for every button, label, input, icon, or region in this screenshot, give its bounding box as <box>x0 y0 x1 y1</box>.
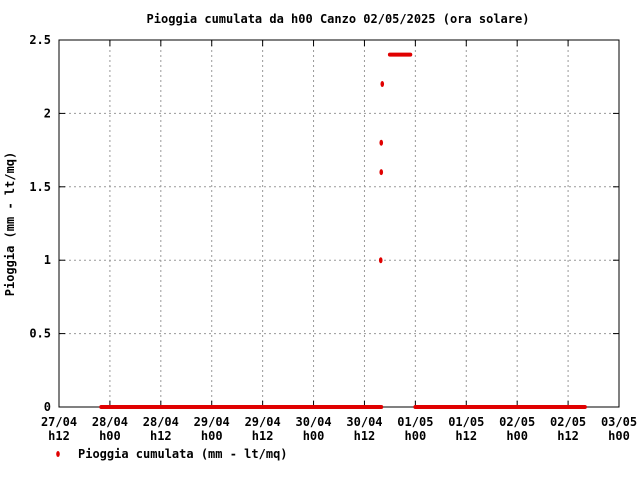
x-tick-label-hour: h12 <box>354 429 376 443</box>
grid <box>59 40 619 407</box>
x-tick-label-hour: h12 <box>150 429 172 443</box>
x-tick-label-date: 02/05 <box>550 415 586 429</box>
x-tick-label-hour: h12 <box>455 429 477 443</box>
legend-label: Pioggia cumulata (mm - lt/mq) <box>78 447 288 461</box>
x-tick-label-date: 29/04 <box>245 415 281 429</box>
x-tick-label-date: 28/04 <box>143 415 179 429</box>
data-point <box>378 257 383 264</box>
x-tick-label-hour: h00 <box>405 429 427 443</box>
x-tick-label-hour: h00 <box>608 429 630 443</box>
x-tick-label-hour: h00 <box>99 429 121 443</box>
y-tick-label: 0.5 <box>29 327 51 341</box>
data-point <box>380 81 385 88</box>
axes <box>58 39 620 408</box>
x-tick-label-date: 01/05 <box>397 415 433 429</box>
data-point <box>379 139 384 146</box>
plot-frame <box>58 39 620 408</box>
y-axis-label: Pioggia (mm - lt/mq) <box>3 152 17 297</box>
data-series <box>99 52 587 409</box>
x-tick-label-date: 30/04 <box>346 415 382 429</box>
y-tick-labels: 0 0.5 1 1.5 2 2.5 <box>29 33 51 414</box>
x-tick-label-hour: h12 <box>557 429 579 443</box>
x-tick-label-date: 03/05 <box>601 415 637 429</box>
y-tick-label: 1.5 <box>29 180 51 194</box>
legend-marker <box>56 451 60 457</box>
x-tick-label-date: 30/04 <box>295 415 331 429</box>
x-tick-labels: 27/04h1228/04h0028/04h1229/04h0029/04h12… <box>41 415 637 443</box>
x-tick-label-hour: h00 <box>506 429 528 443</box>
y-tick-label: 2.5 <box>29 33 51 47</box>
x-tick-label-hour: h00 <box>303 429 325 443</box>
x-tick-label-hour: h12 <box>48 429 70 443</box>
x-tick-label-hour: h00 <box>201 429 223 443</box>
x-tick-label-date: 27/04 <box>41 415 77 429</box>
y-tick-label: 2 <box>44 106 51 120</box>
x-tick-label-date: 29/04 <box>194 415 230 429</box>
x-tick-label-hour: h12 <box>252 429 274 443</box>
x-tick-label-date: 28/04 <box>92 415 128 429</box>
x-tick-label-date: 02/05 <box>499 415 535 429</box>
y-tick-label: 1 <box>44 253 51 267</box>
x-tick-label-date: 01/05 <box>448 415 484 429</box>
chart-title: Pioggia cumulata da h00 Canzo 02/05/2025… <box>147 12 530 26</box>
y-tick-label: 0 <box>44 400 51 414</box>
legend: Pioggia cumulata (mm - lt/mq) <box>56 447 288 461</box>
data-point <box>379 169 384 176</box>
